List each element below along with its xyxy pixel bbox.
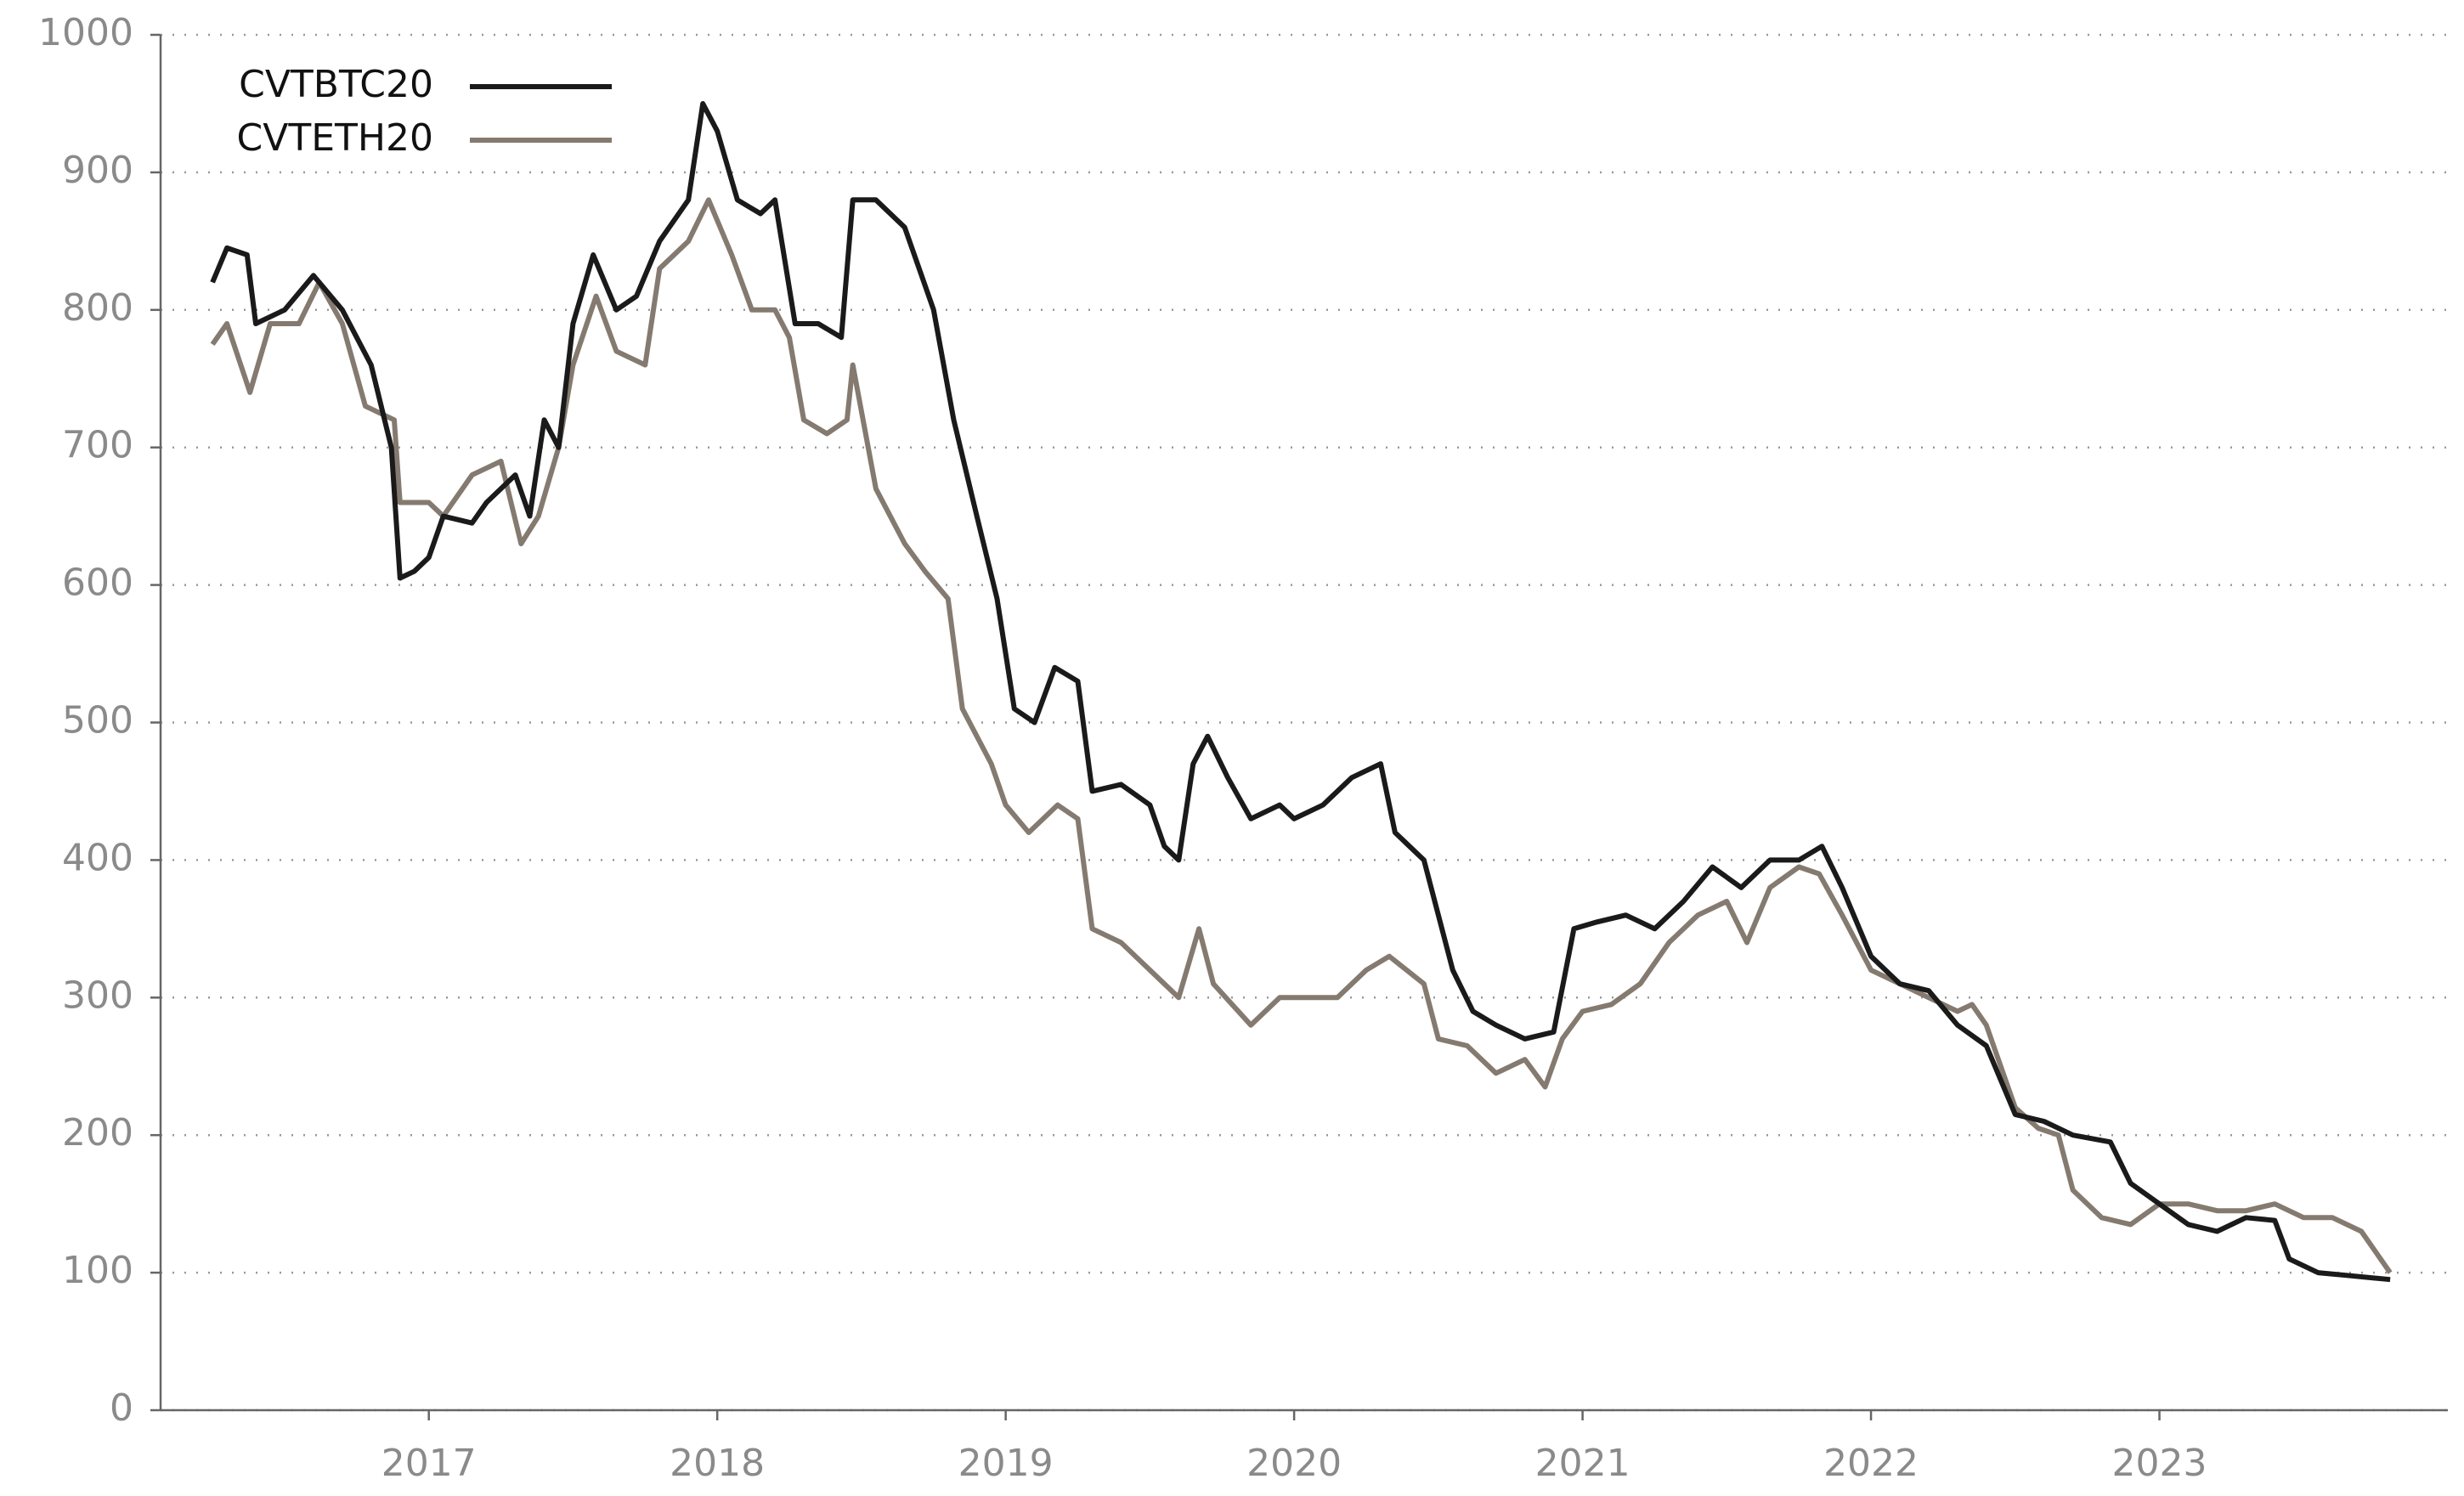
- y-tick-label: 400: [62, 836, 133, 879]
- line-series: [210, 101, 2391, 1283]
- line-series: [210, 197, 2393, 1274]
- y-tick-label: 200: [62, 1111, 133, 1154]
- y-tick-label: 1000: [38, 11, 133, 54]
- y-tick-label: 700: [62, 424, 133, 467]
- y-tick-label: 100: [62, 1249, 133, 1292]
- x-tick-label: 2018: [670, 1442, 765, 1485]
- y-tick-label: 300: [62, 974, 133, 1017]
- x-tick-label: 2019: [958, 1442, 1054, 1485]
- legend-label: CVTETH20: [237, 116, 433, 160]
- x-tick-label: 2021: [1535, 1442, 1630, 1485]
- y-tick-label: 900: [62, 149, 133, 192]
- x-tick-label: 2020: [1246, 1442, 1342, 1485]
- x-tick-label: 2022: [1823, 1442, 1919, 1485]
- legend-label: CVTBTC20: [239, 63, 433, 106]
- x-tick-label: 2017: [381, 1442, 477, 1485]
- y-tick-label: 0: [110, 1386, 133, 1430]
- y-tick-label: 800: [62, 286, 133, 330]
- y-tick-label: 600: [62, 562, 133, 605]
- y-tick-label: 500: [62, 699, 133, 742]
- x-tick-label: 2023: [2112, 1442, 2207, 1485]
